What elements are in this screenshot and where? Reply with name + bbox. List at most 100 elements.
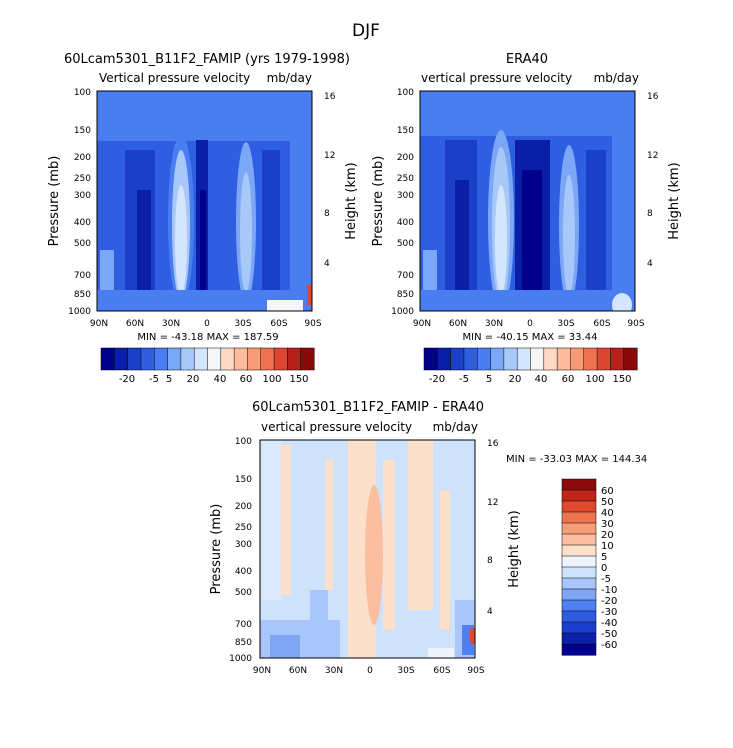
- panel-diff-subtitle-right: mb/day: [433, 420, 478, 434]
- panel-model-subtitle-left: Vertical pressure velocity: [99, 71, 250, 85]
- panel-era40-colorbar-labels: -20 -5 5 20 40 60 100 150: [429, 374, 632, 385]
- colorbar-swatch: [583, 347, 598, 371]
- colorbar-label: 100: [585, 374, 604, 385]
- ytick-label: 250: [397, 174, 414, 184]
- field-band: [262, 440, 282, 600]
- colorbar-label: 5: [486, 374, 492, 385]
- panel-era40-colorbar: [423, 347, 638, 371]
- colorbar-swatch: [140, 347, 155, 371]
- colorbar-label: -30: [601, 607, 617, 618]
- field-band: [137, 190, 151, 290]
- field-band: [267, 300, 303, 311]
- xtick-label: 0: [204, 319, 210, 329]
- xtick-label: 30N: [162, 319, 180, 329]
- colorbar-swatch: [561, 533, 597, 546]
- panel-model-xticks: 90N 60N 30N 0 30S 60S 90S: [90, 319, 322, 329]
- field-band: [612, 293, 632, 311]
- xtick-label: 60S: [433, 666, 450, 676]
- ytick-label: 300: [397, 191, 414, 201]
- xtick-label: 90N: [90, 319, 108, 329]
- ytick-label: 300: [235, 540, 252, 550]
- colorbar-swatch: [543, 347, 558, 371]
- ytick-label: 250: [74, 174, 91, 184]
- field-band: [383, 460, 395, 630]
- colorbar-label: 50: [601, 497, 614, 508]
- ytick-label: 500: [74, 239, 91, 249]
- xtick-label: 90N: [413, 319, 431, 329]
- colorbar-swatch: [100, 347, 115, 371]
- y2tick-label: 8: [487, 556, 493, 566]
- panel-model-stats: MIN = -43.18 MAX = 187.59: [137, 332, 278, 343]
- ytick-label: 700: [397, 271, 414, 281]
- colorbar-swatch: [561, 544, 597, 557]
- colorbar-label: -5: [601, 574, 611, 585]
- colorbar-swatch: [623, 347, 638, 371]
- field-band: [612, 91, 635, 311]
- ytick-label: 250: [235, 523, 252, 533]
- ytick-label: 1000: [391, 307, 414, 317]
- panel-model-yticks: 100 150 200 250 300 400 500 700 850 1000: [68, 88, 91, 317]
- colorbar-label: 60: [240, 374, 253, 385]
- ytick-label: 500: [235, 588, 252, 598]
- xtick-label: 90N: [253, 666, 271, 676]
- ytick-label: 100: [74, 88, 91, 98]
- colorbar-swatch: [477, 347, 492, 371]
- ytick-label: 150: [235, 475, 252, 485]
- panel-model-ylabel: Pressure (mb): [47, 156, 62, 247]
- panel-era40-ylabel: Pressure (mb): [371, 156, 386, 247]
- colorbar-swatch: [154, 347, 169, 371]
- colorbar-label: 30: [601, 519, 614, 530]
- colorbar-swatch: [423, 347, 438, 371]
- colorbar-swatch: [561, 621, 597, 634]
- y2tick-label: 12: [487, 498, 498, 508]
- colorbar-swatch: [570, 347, 585, 371]
- field-band: [240, 172, 252, 292]
- colorbar-label: 20: [509, 374, 522, 385]
- colorbar-swatch: [516, 347, 532, 371]
- y2tick-label: 16: [324, 92, 336, 102]
- panel-diff-stats: MIN = -33.03 MAX = 144.34: [506, 454, 647, 465]
- ytick-label: 850: [235, 638, 252, 648]
- colorbar-label: 20: [601, 530, 614, 541]
- field-band: [365, 485, 383, 625]
- panel-diff-ylabel: Pressure (mb): [209, 504, 224, 595]
- panel-diff-y2ticks: 16 12 8 4: [487, 439, 499, 617]
- field-band: [522, 170, 542, 300]
- colorbar-swatch: [561, 643, 597, 656]
- panel-era40-yticks: 100 150 200 250 300 400 500 700 850 1000: [391, 88, 414, 317]
- field-band: [200, 190, 206, 305]
- figure-title: DJF: [352, 21, 380, 41]
- colorbar-swatch: [561, 511, 597, 524]
- ytick-label: 150: [397, 126, 414, 136]
- colorbar-swatch: [561, 500, 597, 513]
- panel-diff-frame: [259, 439, 476, 659]
- colorbar-swatch: [114, 347, 129, 371]
- field-band: [428, 648, 454, 658]
- ytick-label: 150: [74, 126, 91, 136]
- field-band: [563, 175, 575, 295]
- colorbar-label: 20: [187, 374, 200, 385]
- colorbar-label: 0: [601, 563, 607, 574]
- xtick-label: 90S: [627, 319, 644, 329]
- colorbar-label: -5: [459, 374, 469, 385]
- field-band: [270, 635, 300, 658]
- ytick-label: 400: [74, 218, 91, 228]
- colorbar-label: -5: [149, 374, 159, 385]
- xtick-label: 30N: [325, 666, 343, 676]
- xtick-label: 0: [527, 319, 533, 329]
- panel-model-y2label: Height (km): [344, 162, 359, 239]
- colorbar-swatch: [561, 478, 597, 491]
- colorbar-swatch: [127, 347, 142, 371]
- field-band: [440, 490, 450, 630]
- panel-diff-xticks: 90N 60N 30N 0 30S 60S 90S: [253, 666, 485, 676]
- colorbar-swatch: [463, 347, 478, 371]
- panel-era40-subtitle-right: mb/day: [594, 71, 639, 85]
- panel-era40-field: [420, 91, 635, 311]
- colorbar-swatch: [561, 489, 597, 502]
- colorbar-swatch: [220, 347, 235, 371]
- colorbar-label: -20: [601, 596, 617, 607]
- colorbar-swatch: [287, 347, 302, 371]
- colorbar-swatch: [561, 588, 597, 601]
- xtick-label: 30S: [397, 666, 414, 676]
